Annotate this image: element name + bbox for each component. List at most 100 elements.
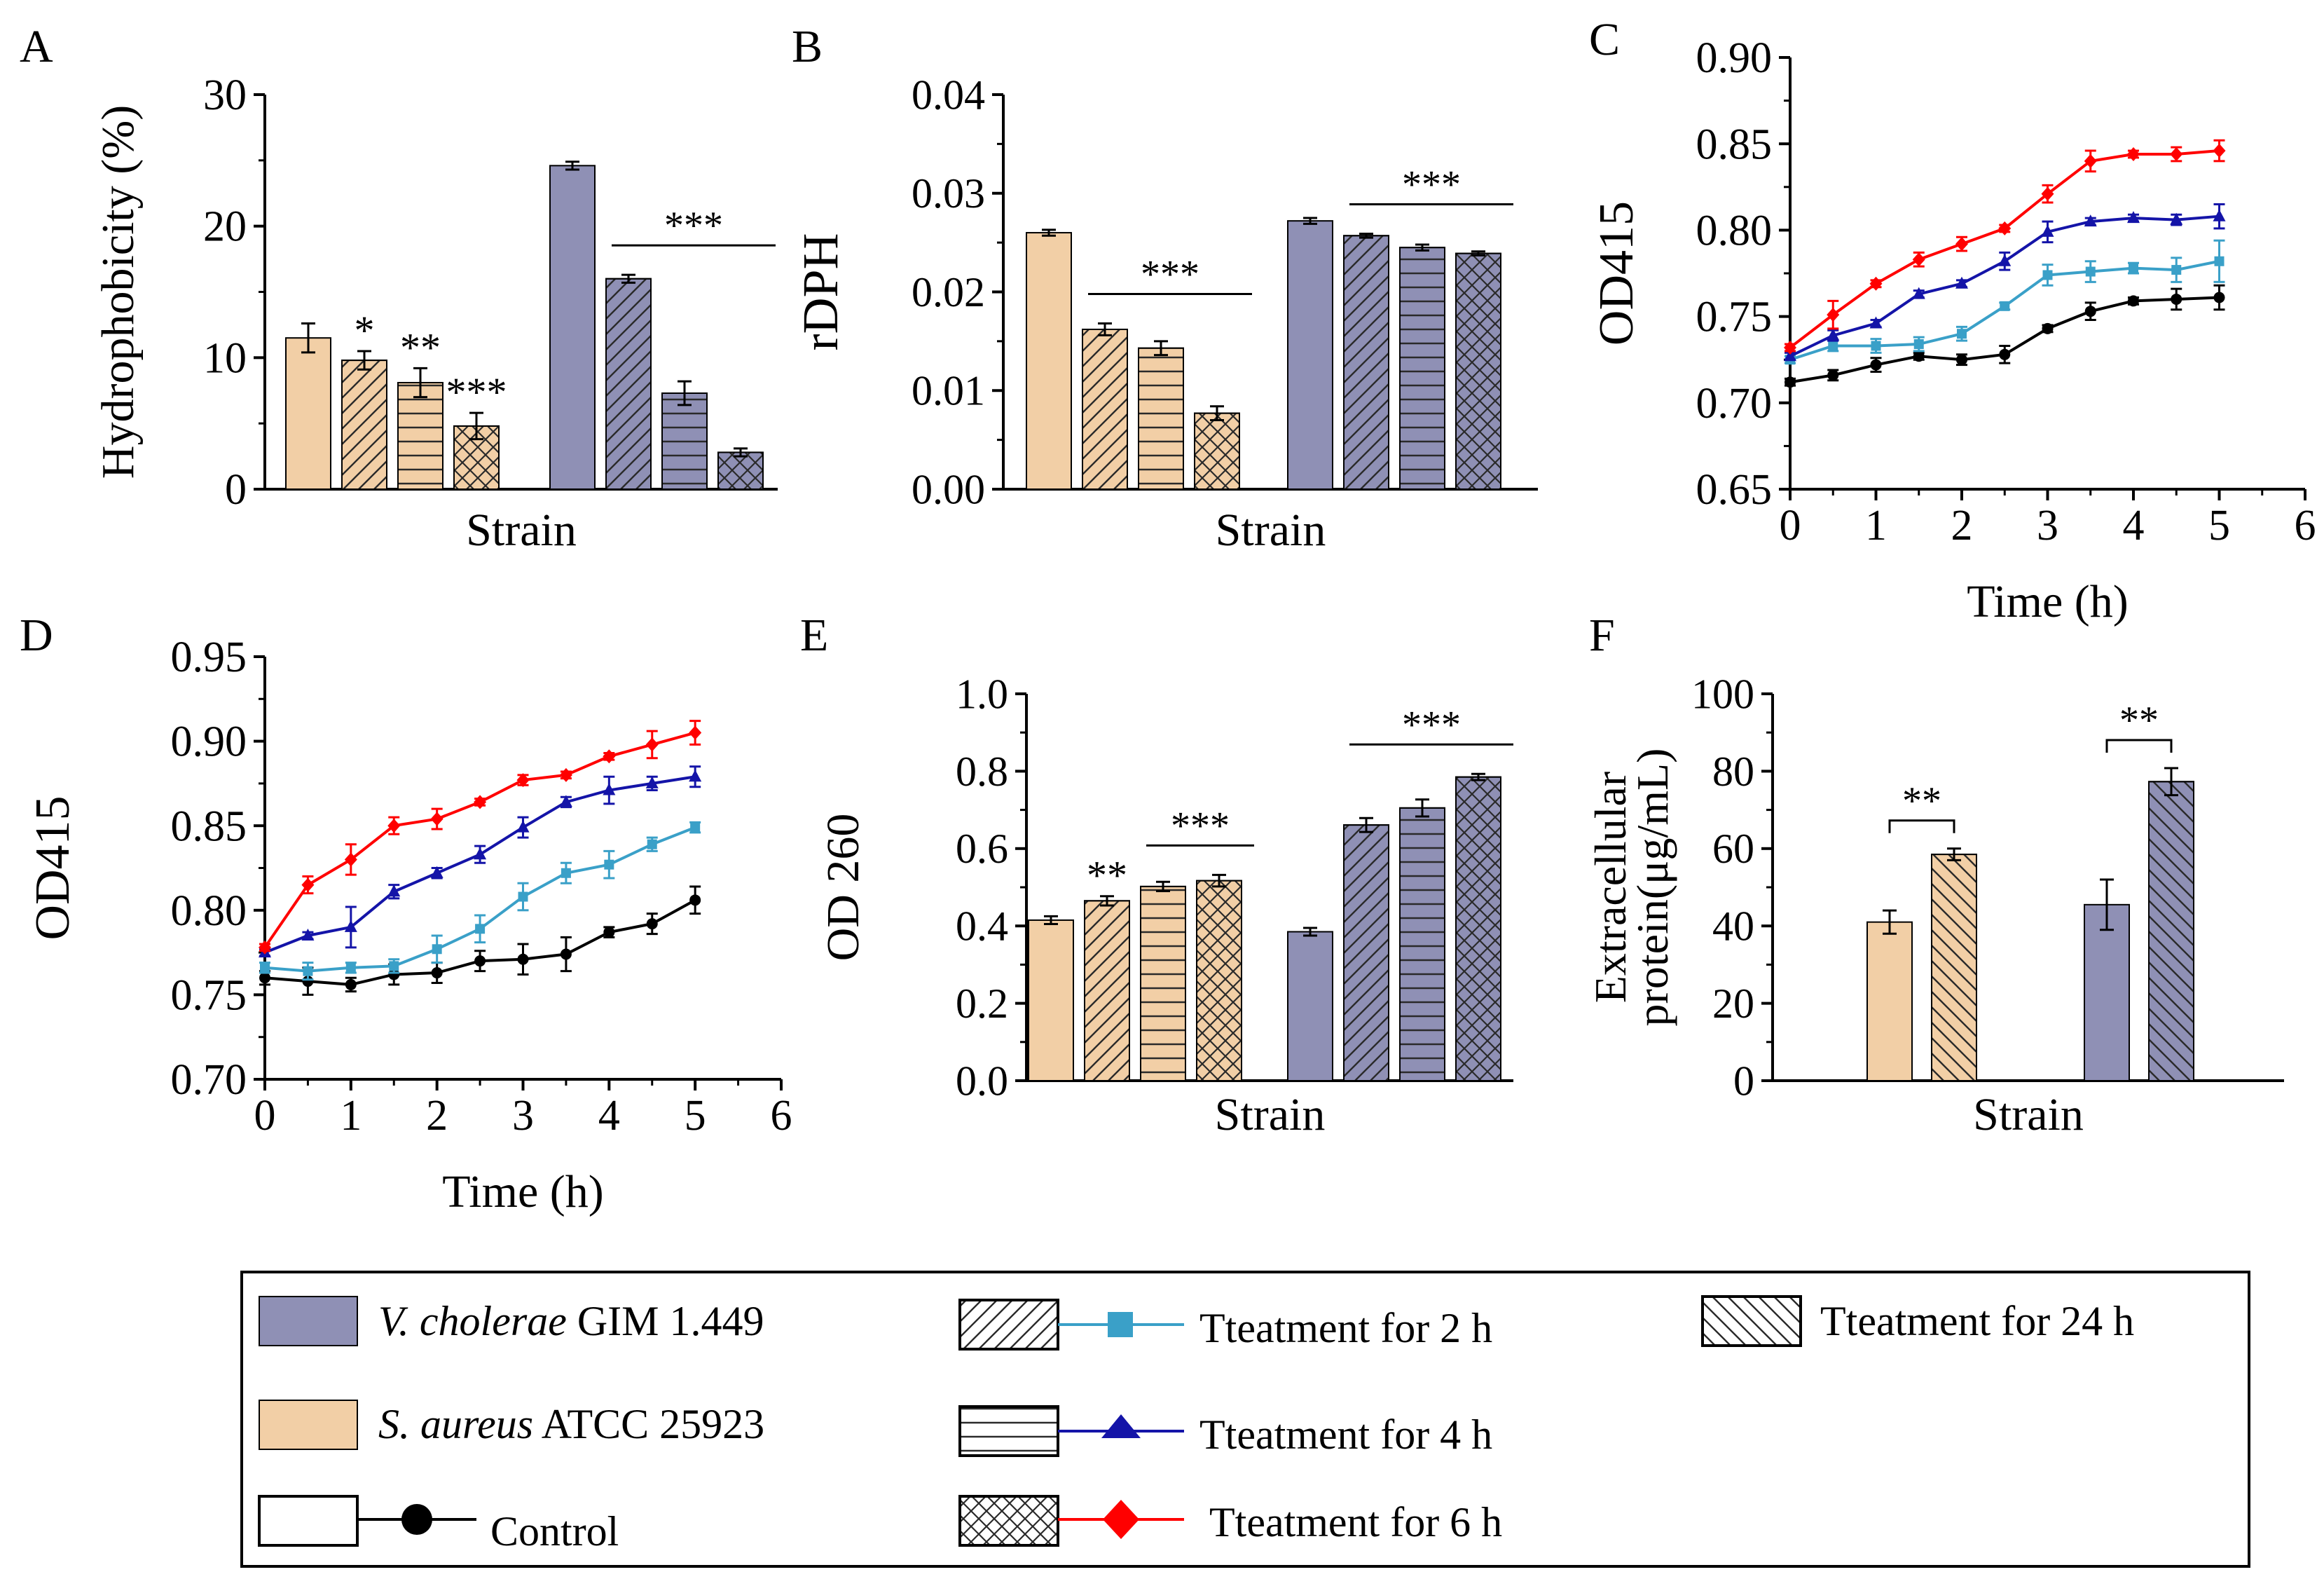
y-tick-label: 100 — [1691, 671, 1754, 717]
bar — [285, 337, 331, 490]
x-tick-label: 6 — [2295, 502, 2316, 549]
data-point — [1784, 340, 1796, 355]
x-tick-label: 1 — [1865, 502, 1887, 549]
data-point — [2041, 186, 2054, 201]
data-point — [518, 891, 528, 902]
significance-stars: ** — [1902, 779, 1941, 823]
data-point — [431, 967, 443, 979]
data-point — [260, 962, 270, 973]
y-tick-label: 0.90 — [1696, 34, 1773, 82]
bar — [2084, 903, 2130, 1081]
data-point — [2084, 214, 2097, 227]
data-point — [344, 919, 357, 932]
y-axis-label: OD415 — [26, 795, 80, 940]
data-point — [603, 749, 616, 764]
data-point — [1869, 316, 1883, 329]
data-point — [1827, 369, 1839, 381]
x-tick-label: 4 — [2123, 502, 2145, 549]
panel-label-f: F — [1589, 610, 1615, 661]
data-point — [645, 737, 659, 752]
bar-pattern — [1399, 247, 1445, 490]
x-tick-label: 1 — [340, 1092, 362, 1140]
data-point — [516, 773, 530, 788]
x-tick-label: 4 — [598, 1092, 620, 1140]
panel-c-line-chart: 0.65 0.70 0.75 0.80 0.85 0.90 OD415 0 1 2 3 4 5 6 Time… — [1590, 34, 2316, 627]
y-tick-label: 0.70 — [1696, 380, 1773, 428]
y-tick-label: 0.02 — [912, 269, 985, 315]
legend-vc-label: V. cholerae GIM 1.449 — [378, 1298, 764, 1344]
y-tick-label: 0.6 — [956, 826, 1008, 872]
y-tick-label: 0.90 — [171, 718, 247, 766]
y-axis-label: rDPH — [792, 233, 848, 350]
data-point — [2085, 266, 2096, 277]
bar-pattern — [2148, 781, 2194, 1081]
legend-control-swatch — [258, 1495, 359, 1547]
legend-24h-label: Tteatment for 24 h — [1820, 1298, 2134, 1344]
panel-label-e: E — [800, 610, 828, 661]
data-point — [1913, 339, 1924, 350]
significance-stars: *** — [1141, 253, 1199, 296]
data-point — [646, 918, 658, 930]
legend-control-circle-marker — [401, 1504, 432, 1535]
data-point — [474, 795, 487, 809]
data-point — [2127, 146, 2140, 161]
bar — [1028, 919, 1074, 1082]
legend-6h-label: Tteatment for 6 h — [1209, 1499, 1502, 1545]
significance-stars: * — [355, 308, 375, 353]
data-point — [259, 972, 270, 984]
x-axis-label: Strain — [1215, 1089, 1326, 1140]
panel-label-c: C — [1589, 14, 1620, 65]
bar-pattern — [1343, 824, 1389, 1082]
data-point — [603, 783, 616, 795]
data-point — [2170, 212, 2183, 225]
data-point — [2041, 224, 2054, 237]
bar — [1287, 931, 1333, 1081]
bar-pattern — [341, 360, 387, 490]
data-point — [645, 776, 659, 788]
y-tick-label: 20 — [203, 203, 247, 251]
series-line — [1789, 214, 2220, 358]
data-point — [430, 812, 444, 826]
data-point — [517, 953, 529, 965]
data-point — [561, 868, 571, 878]
data-point — [516, 820, 530, 833]
legend-sa-swatch — [259, 1400, 358, 1450]
y-tick-label: 1.0 — [956, 671, 1008, 717]
bar — [1287, 220, 1333, 490]
y-tick-label: 0.95 — [171, 634, 247, 681]
bar-pattern — [1138, 347, 1184, 491]
panel-b-bar-chart: 0.00 0.01 0.02 0.03 0.04 rDPH Strain *** *** — [792, 71, 1538, 556]
data-point — [690, 822, 701, 833]
panel-label-d: D — [20, 610, 53, 661]
y-tick-label: 0.80 — [1696, 207, 1773, 254]
data-point — [345, 962, 356, 973]
data-point — [1955, 276, 1968, 289]
data-point — [259, 940, 271, 955]
y-axis-label: OD415 — [1590, 201, 1644, 346]
data-point — [647, 839, 657, 849]
data-point — [1828, 341, 1838, 351]
bar — [1026, 232, 1072, 490]
legend-24h-pattern — [1701, 1295, 1802, 1347]
bar-pattern — [661, 392, 708, 491]
data-point — [1870, 359, 1882, 371]
bar-pattern — [717, 451, 764, 490]
data-point — [474, 955, 486, 967]
bar-pattern — [1399, 807, 1445, 1081]
data-point — [559, 767, 572, 782]
data-point — [2213, 209, 2226, 221]
data-point — [2213, 144, 2226, 158]
y-tick-label: 0.4 — [956, 903, 1008, 950]
y-tick-label: 0.00 — [912, 466, 985, 512]
data-point — [1956, 354, 1967, 366]
x-tick-label: 2 — [1951, 502, 1973, 549]
significance-stars: ** — [2119, 699, 2159, 742]
data-point — [387, 884, 401, 897]
y-tick-label: 0.85 — [1696, 121, 1773, 168]
significance-stars: *** — [1171, 804, 1230, 847]
data-point — [303, 966, 313, 976]
data-point — [302, 976, 314, 987]
x-axis-label: Time (h) — [1967, 576, 2128, 627]
data-point — [1999, 348, 2011, 360]
